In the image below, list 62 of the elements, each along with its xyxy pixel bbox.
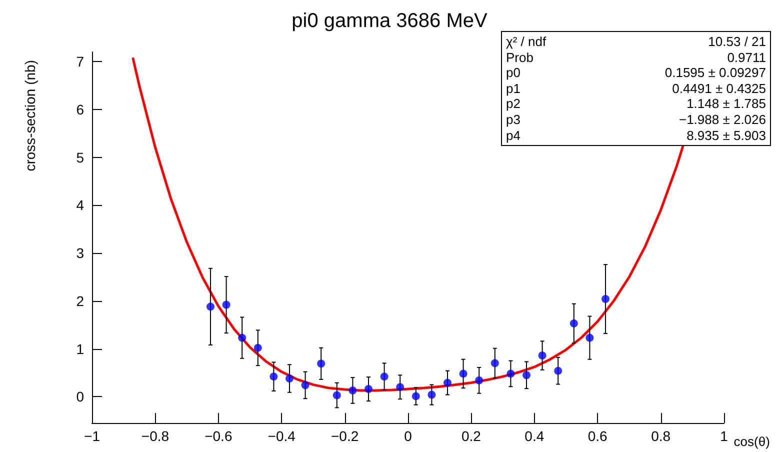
- y-tick-label: 5: [76, 149, 84, 166]
- point: [538, 352, 546, 360]
- point: [301, 381, 310, 390]
- annotation: −1.988 ± 2.026: [678, 112, 766, 128]
- point: [428, 390, 436, 399]
- annotation: p0: [506, 65, 520, 81]
- point: [222, 300, 230, 309]
- point: [332, 391, 341, 400]
- point: [522, 371, 530, 380]
- x-tick-label: 1: [720, 428, 728, 444]
- point: [412, 392, 420, 400]
- point: [238, 334, 246, 342]
- x-tick-label: −0.4: [268, 428, 296, 444]
- y-tick-label: 1: [76, 340, 84, 357]
- annotation: 1.148 ± 1.785: [686, 96, 766, 112]
- y-axis-title: cross-section (nb): [22, 60, 38, 172]
- point: [380, 372, 388, 381]
- point: [348, 386, 357, 394]
- x-tick-label: 0: [404, 428, 412, 444]
- annotation: p2: [506, 96, 520, 112]
- text: χ² / ndf: [506, 34, 546, 50]
- x-tick-label: −0.8: [141, 428, 170, 444]
- y-tick-label: 7: [76, 54, 84, 70]
- y-tick-label: 6: [76, 101, 84, 118]
- point: [206, 302, 214, 311]
- annotation: p4: [506, 128, 520, 144]
- point: [364, 385, 372, 394]
- x-tick-label: 0.4: [524, 428, 544, 444]
- x-tick-label: 0.6: [588, 428, 608, 444]
- x-tick-label: −0.2: [330, 428, 359, 444]
- y-tick-label: 0: [76, 388, 84, 405]
- y-tick-label: 2: [76, 292, 84, 309]
- y-tick-label: 3: [76, 245, 84, 262]
- text: 0.9711: [727, 50, 766, 66]
- point: [554, 366, 562, 375]
- annotation: 8.935 ± 5.903: [686, 128, 766, 144]
- annotation: 0.4491 ± 0.4325: [672, 80, 766, 96]
- annotation: p3: [506, 112, 520, 128]
- point: [506, 370, 515, 378]
- point: [270, 372, 278, 381]
- y-tick-label: 4: [76, 197, 84, 214]
- x-tick-label: 0.8: [651, 428, 671, 444]
- point: [475, 376, 484, 384]
- chart-title: pi0 gamma 3686 MeV: [292, 10, 488, 32]
- annotation: Prob: [506, 50, 534, 66]
- point: [490, 359, 499, 368]
- text: 10.53 / 21: [708, 34, 766, 50]
- point: [396, 383, 404, 392]
- point: [586, 334, 594, 342]
- point: [286, 374, 294, 382]
- x-tick-label: 0.2: [461, 428, 482, 444]
- x-tick-label: −0.6: [204, 428, 232, 444]
- annotation: 0.1595 ± 0.09297: [664, 65, 766, 81]
- point: [317, 360, 326, 368]
- point: [444, 378, 452, 387]
- point: [459, 370, 468, 378]
- point: [570, 319, 578, 328]
- point: [602, 295, 610, 304]
- point: [254, 344, 262, 352]
- annotation: p1: [506, 80, 520, 96]
- x-tick-label: −1: [84, 428, 100, 444]
- x-axis-title: cos(θ): [734, 434, 770, 449]
